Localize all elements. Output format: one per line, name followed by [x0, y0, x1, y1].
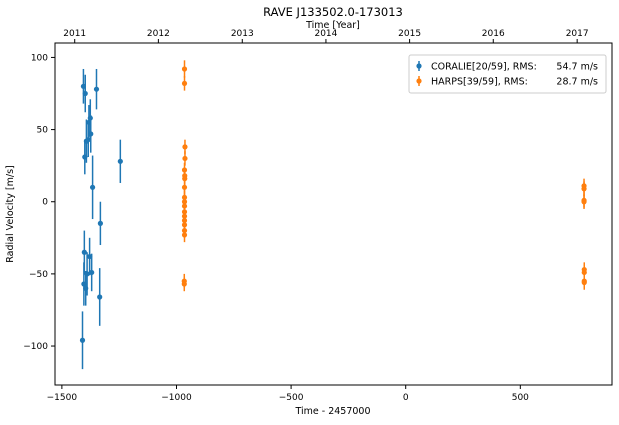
- x-tick-label: −1000: [161, 393, 192, 403]
- top-tick-label: 2014: [314, 29, 337, 39]
- data-point: [89, 269, 95, 276]
- top-tick-label: 2013: [231, 29, 254, 39]
- data-point: [182, 144, 188, 150]
- data-point: [82, 90, 88, 97]
- plot-frame: [54, 42, 613, 386]
- y-tick-label: 0: [42, 198, 48, 208]
- data-point: [97, 220, 103, 226]
- data-point: [87, 253, 93, 260]
- legend-box: [408, 54, 607, 94]
- data-point: [181, 184, 188, 190]
- data-point: [88, 131, 94, 137]
- legend-label: HARPS[39/59], RMS:: [431, 77, 528, 88]
- top-tick-label: 2011: [63, 29, 86, 39]
- data-point: [181, 281, 187, 287]
- x-tick-label: −1500: [47, 393, 78, 403]
- y-tick-label: −100: [23, 342, 48, 352]
- top-axis-label: Time [Year]: [305, 20, 360, 31]
- legend-label: CORALIE[20/59], RMS:: [431, 62, 537, 73]
- data-point: [181, 66, 188, 72]
- data-point: [181, 80, 188, 87]
- data-point: [93, 86, 100, 92]
- x-tick-label: −500: [279, 393, 304, 403]
- data-point: [117, 158, 123, 164]
- top-tick-label: 2017: [566, 29, 589, 39]
- data-point: [182, 176, 188, 182]
- y-tick-label: 50: [37, 126, 49, 136]
- x-tick-label: 0: [403, 393, 409, 403]
- data-point: [581, 199, 587, 205]
- top-tick-label: 2016: [482, 29, 505, 39]
- legend-rms: 54.7 m/s: [556, 62, 598, 73]
- data-point: [79, 337, 86, 343]
- top-tick-label: 2015: [398, 29, 421, 39]
- legend-rms: 28.7 m/s: [556, 77, 598, 88]
- data-point: [81, 249, 87, 255]
- data-point: [182, 155, 188, 162]
- x-axis-label: Time - 2457000: [294, 406, 370, 417]
- y-tick-label: −50: [29, 270, 48, 280]
- data-point: [181, 232, 188, 238]
- data-point: [84, 271, 90, 277]
- data-point: [581, 269, 587, 276]
- y-axis-label: Radial Velocity [m/s]: [5, 165, 16, 262]
- chart-title: RAVE J133502.0-173013: [263, 5, 403, 19]
- data-point: [89, 184, 96, 190]
- y-tick-label: 100: [31, 53, 48, 63]
- x-tick-label: 500: [512, 393, 529, 403]
- legend-marker: [416, 78, 422, 84]
- data-point: [97, 294, 103, 300]
- legend-marker: [416, 63, 422, 69]
- top-tick-label: 2012: [147, 29, 170, 39]
- data-point: [581, 186, 587, 192]
- data-point: [581, 279, 587, 286]
